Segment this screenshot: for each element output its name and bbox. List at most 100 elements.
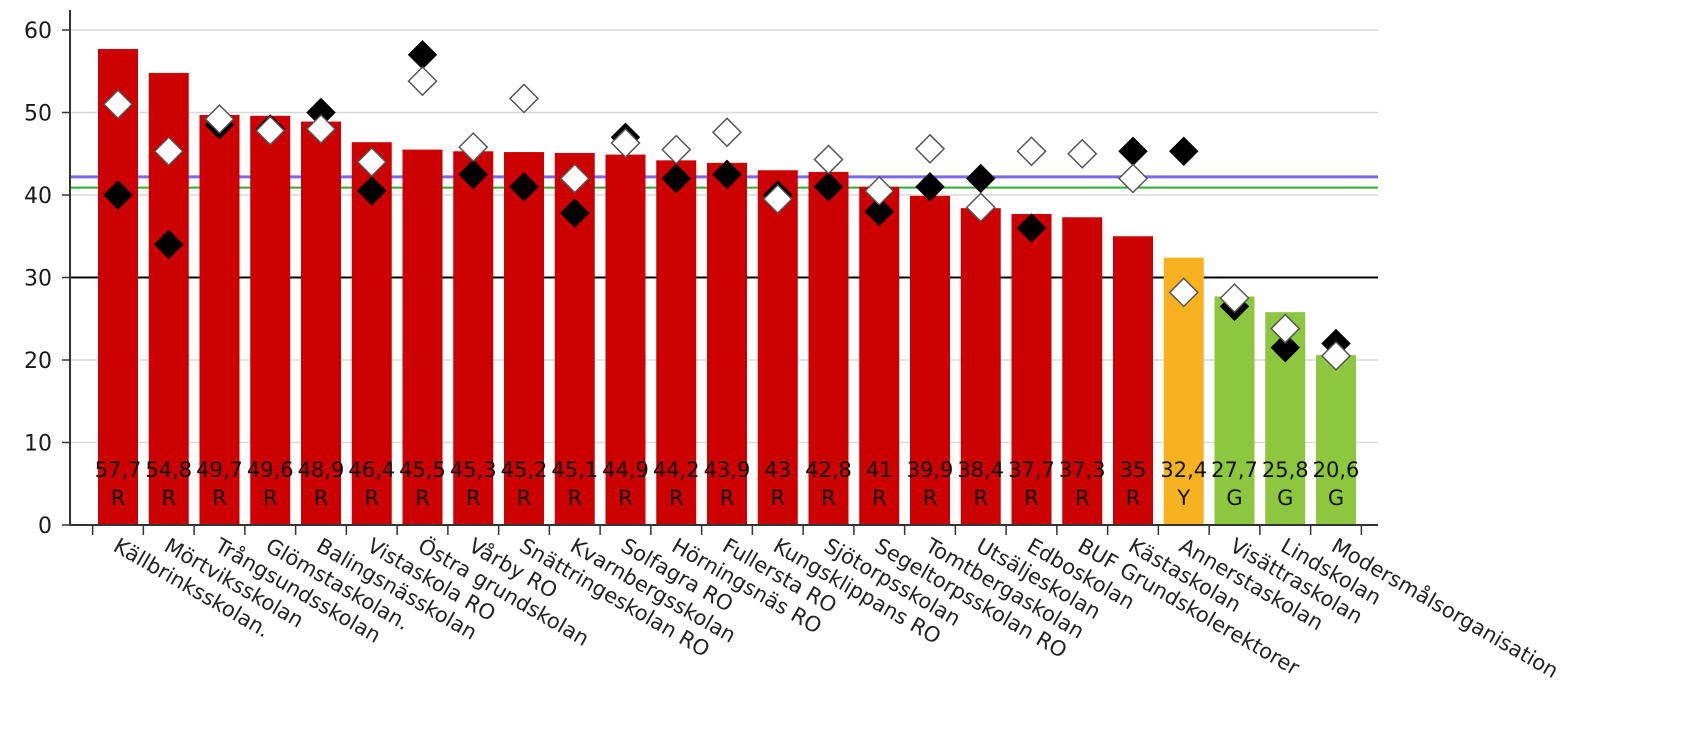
bar-status-label: R	[669, 486, 684, 510]
bar-status-label: R	[111, 486, 126, 510]
open-diamond-marker	[1219, 283, 1250, 314]
bar-value-label: 54,8	[145, 458, 192, 482]
bar-value-label: 45,2	[501, 458, 548, 482]
open-diamond-marker	[1168, 277, 1199, 308]
open-diamond-marker	[610, 127, 641, 159]
bar	[301, 121, 341, 525]
bar	[859, 186, 900, 525]
bar-value-label: 39,9	[907, 458, 954, 482]
open-diamond-marker	[458, 132, 489, 163]
open-diamond-marker	[1320, 340, 1352, 371]
filled-diamond-marker	[1016, 213, 1047, 243]
y-tick-label: 50	[24, 102, 52, 127]
filled-diamond-marker	[661, 163, 691, 194]
y-tick-labels: 0 10 20 30 40 50 60	[24, 19, 52, 539]
open-diamond-marker	[965, 192, 996, 223]
open-diamond-marker	[407, 66, 438, 97]
bar-status-label: R	[821, 486, 836, 510]
open-diamond-marker	[711, 117, 743, 148]
bar	[504, 152, 544, 525]
bar-value-label: 20,6	[1313, 458, 1360, 482]
bar-status-label: R	[212, 486, 227, 510]
bar	[656, 160, 697, 525]
bar-status-label: R	[364, 486, 379, 510]
bar	[1214, 296, 1255, 525]
open-diamond-marker	[153, 136, 184, 167]
bar	[605, 154, 646, 525]
bar-status-label: R	[923, 486, 938, 510]
bar-status-label: R	[567, 486, 582, 510]
bar-value-label: 44,2	[653, 458, 700, 482]
open-diamond-marker	[1016, 136, 1047, 167]
open-diamond-marker	[762, 184, 793, 215]
y-tick-label: 10	[24, 432, 52, 457]
filled-diamond-marker	[407, 40, 438, 70]
bar	[402, 149, 443, 525]
bar-value-label: 32,4	[1160, 458, 1207, 482]
bar-status-label: G	[1328, 486, 1344, 510]
y-tick-label: 60	[24, 19, 52, 44]
open-diamond-marker	[1270, 313, 1301, 344]
bar-status-label: R	[466, 486, 481, 510]
open-diamond-marker	[305, 113, 337, 145]
y-tick-label: 20	[24, 349, 52, 374]
open-diamond-marker	[559, 163, 590, 194]
bar	[1062, 217, 1103, 525]
y-tick-label: 30	[24, 267, 52, 292]
bar-status-label: R	[415, 486, 430, 510]
bar-value-label: 46,4	[348, 458, 395, 482]
filled-diamond-marker	[915, 172, 945, 202]
bar-value-label: 35	[1120, 458, 1147, 482]
bar	[960, 208, 1001, 525]
bar-value-label: 43	[764, 458, 791, 482]
filled-diamond-marker	[154, 229, 184, 260]
bar-value-label: 44,9	[602, 458, 649, 482]
open-diamond-marker	[1067, 138, 1098, 169]
bar-status-label: R	[1024, 486, 1039, 510]
filled-diamond-marker	[813, 172, 844, 202]
bar-value-label: 45,5	[399, 458, 446, 482]
bar-status-label: R	[517, 486, 532, 510]
bar-labels: 57,7 R 54,8 R 49,7 R 49,6 R 48,9 R 46,4 R 45,5 R 45,3 R…	[95, 458, 1360, 510]
bar-status-label: R	[263, 486, 278, 510]
bar-status-label: R	[770, 486, 785, 510]
bar-value-label: 37,3	[1059, 458, 1106, 482]
open-diamond-marker	[204, 104, 235, 135]
bar	[808, 171, 849, 525]
filled-diamond-marker	[103, 180, 133, 210]
bar-value-label: 25,8	[1262, 458, 1309, 482]
bar-status-label: R	[618, 486, 633, 510]
bar-status-label: R	[161, 486, 176, 510]
open-diamond-marker	[255, 115, 286, 146]
filled-diamond-marker	[1270, 332, 1300, 363]
bar	[199, 114, 240, 525]
bar-value-label: 42,8	[805, 458, 852, 482]
bar-value-label: 41	[866, 458, 893, 482]
filled-diamond-marker	[1169, 136, 1199, 166]
y-tick-label: 0	[38, 514, 52, 539]
bar-status-label: R	[1075, 486, 1090, 510]
bar	[351, 142, 392, 525]
filled-diamond-marker	[357, 176, 387, 206]
bar-value-label: 37,7	[1008, 458, 1055, 482]
bar-status-label: Y	[1176, 486, 1190, 510]
bar-value-label: 38,4	[957, 458, 1004, 482]
category-labels: Källbrinksskolan.MörtviksskolanTrångsund…	[110, 532, 1563, 683]
bar-value-label: 45,1	[551, 458, 598, 482]
filled-diamond-marker	[712, 159, 742, 190]
bar-status-label: R	[1126, 486, 1141, 510]
filled-diamond-marker	[509, 172, 539, 202]
open-diamond-marker	[1117, 163, 1149, 194]
open-diamond-marker	[864, 175, 895, 206]
bar	[1316, 355, 1356, 525]
bar-status-label: G	[1226, 486, 1242, 510]
open-diamond-marker	[813, 144, 844, 175]
bar-value-label: 48,9	[298, 458, 345, 482]
filled-diamond-marker	[560, 198, 590, 228]
open-diamond-marker	[661, 134, 692, 165]
bar	[910, 195, 950, 525]
bar-status-label: R	[872, 486, 887, 510]
bar-value-label: 49,6	[247, 458, 294, 482]
open-diamond-marker	[102, 89, 134, 120]
